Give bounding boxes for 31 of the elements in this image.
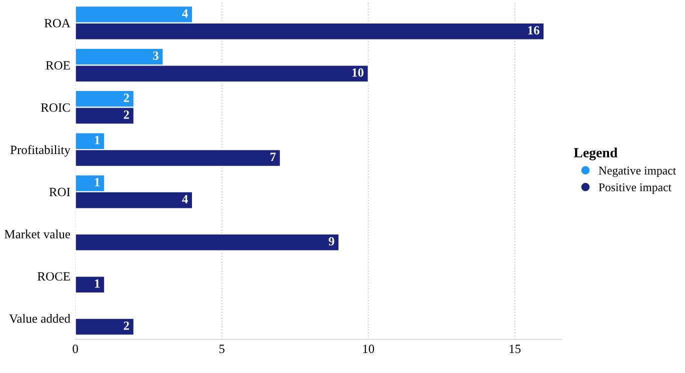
y-tick-label: Profitability <box>10 145 70 157</box>
bar <box>75 318 134 336</box>
data-label: 4 <box>182 194 188 204</box>
data-label: 10 <box>352 68 364 77</box>
legend-title: Legend <box>574 148 618 160</box>
data-label: 4 <box>182 9 188 18</box>
y-tick-label: ROI <box>49 188 70 196</box>
y-tick-label: Market value <box>4 230 70 238</box>
bar <box>75 276 106 294</box>
data-label: 2 <box>124 94 130 102</box>
y-tick-label: ROIC <box>40 103 70 112</box>
y-tick-label: ROA <box>44 19 70 28</box>
data-label: 7 <box>270 152 276 161</box>
y-tick-label: ROE <box>46 61 70 70</box>
x-tick-label: 0 <box>72 344 78 354</box>
data-label: 2 <box>124 322 130 330</box>
data-label: 1 <box>95 178 100 186</box>
x-tick-label: 5 <box>219 344 224 354</box>
data-label: 3 <box>153 51 158 60</box>
data-label: 16 <box>528 26 540 35</box>
data-label: 1 <box>95 136 100 144</box>
bar <box>75 233 340 252</box>
data-label: 2 <box>124 110 130 119</box>
data-label: 9 <box>328 237 334 246</box>
legend-label: Negative impact <box>598 166 676 178</box>
x-tick-label: 15 <box>510 344 521 354</box>
y-tick-label: ROCE <box>38 272 70 281</box>
data-label: 1 <box>95 279 100 288</box>
legend-label: Positive impact <box>598 183 672 194</box>
x-tick-label: 10 <box>363 344 374 354</box>
y-tick-label: Value added <box>9 314 70 323</box>
